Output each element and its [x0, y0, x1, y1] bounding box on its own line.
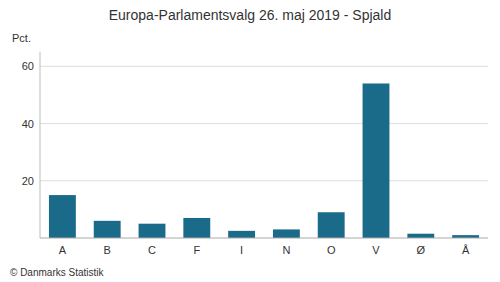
x-tick-label: F: [193, 244, 200, 256]
bar: [273, 229, 300, 238]
x-tick-label: A: [59, 244, 67, 256]
x-tick-label: O: [327, 244, 336, 256]
bar: [94, 221, 121, 238]
chart-container: Europa-Parlamentsvalg 26. maj 2019 - Spj…: [0, 0, 500, 282]
x-tick-label: V: [372, 244, 380, 256]
x-tick-label: I: [240, 244, 243, 256]
bar: [363, 83, 390, 238]
title: Europa-Parlamentsvalg 26. maj 2019 - Spj…: [109, 7, 392, 23]
grid: [40, 66, 488, 180]
grid-line: [40, 66, 488, 67]
y-tick-label: 20: [22, 175, 34, 187]
grid-line: [40, 180, 488, 181]
bars: [49, 83, 479, 238]
chart-svg: Europa-Parlamentsvalg 26. maj 2019 - Spj…: [0, 0, 500, 282]
y-axis-label: Pct.: [12, 32, 31, 44]
bar: [407, 234, 434, 238]
bar: [228, 231, 255, 238]
grid-line: [40, 123, 488, 124]
y-tick-label: 60: [22, 60, 34, 72]
bar: [49, 195, 76, 238]
y-tick-label: 40: [22, 118, 34, 130]
page: {"chart_data": {"type": "bar", "title": …: [0, 0, 500, 282]
footer: © Danmarks Statistik: [10, 267, 105, 278]
bar: [139, 224, 166, 238]
x-tick-label: Ø: [417, 244, 426, 256]
x-tick-label: Å: [462, 244, 470, 256]
bar: [318, 212, 345, 238]
x-tick-label: C: [148, 244, 156, 256]
x-tick-label: N: [282, 244, 290, 256]
x-tick-label: B: [104, 244, 111, 256]
x-axis-line: [40, 238, 488, 239]
bar: [183, 218, 210, 238]
y-axis-line: [40, 52, 41, 238]
